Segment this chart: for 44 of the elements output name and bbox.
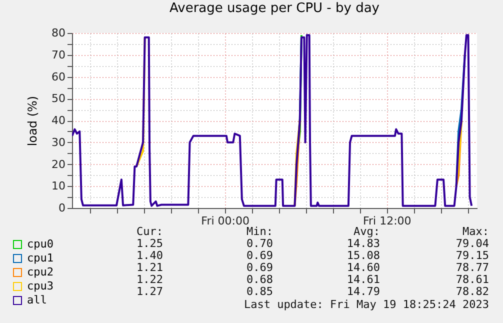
y-tick-label: 0 [58,202,66,214]
text: 78.77 [456,261,489,274]
text: Max: [462,225,489,238]
y-tick-label: 80 [52,26,66,40]
text: 78.82 [456,285,489,298]
text: 14.79 [346,285,380,298]
text: 1.27 [136,285,163,298]
legend-label: cpu1 [27,252,54,264]
text: 1.25 [136,237,163,250]
y-tick-label: 40 [52,114,66,127]
y-tick-label: 50 [52,92,66,106]
text: 1.40 [136,249,163,262]
text: 79.15 [456,249,489,262]
text: 78.61 [456,273,489,286]
text: 15.08 [346,249,380,262]
line-series [72,34,473,207]
text: Cur: [136,225,163,238]
y-tick-label: 10 [52,180,66,193]
y-tick-label: 60 [52,70,66,84]
y-tick-label: 70 [52,48,66,62]
x-tick-label: Fri 00:00 [201,214,250,228]
chart-title: Average usage per CPU - by day [170,1,380,16]
text: 0.69 [246,261,273,274]
text: 0.85 [246,285,273,298]
text: 0.69 [246,249,273,262]
legend-label: cpu0 [27,238,54,250]
text: 14.60 [346,261,380,274]
text: 0.70 [246,237,273,250]
y-tick-label: 30 [52,136,66,149]
legend-label: cpu3 [27,280,54,292]
legend-label: all [27,294,47,306]
text: 14.61 [346,273,380,286]
y-axis-title: load (%) [26,96,40,146]
legend-label: cpu2 [27,266,54,278]
text: 1.22 [136,273,163,286]
text: 14.83 [346,237,380,250]
text: Last update: Fri May 19 18:25:24 2023 [244,298,489,311]
text: Min: [246,225,273,238]
text: 1.21 [136,261,163,274]
text: 79.04 [456,237,490,250]
text: Avg: [354,225,380,238]
y-tick-label: 20 [52,158,66,171]
text: 0.68 [246,273,273,286]
x-tick-label: Fri 12:00 [362,214,412,228]
